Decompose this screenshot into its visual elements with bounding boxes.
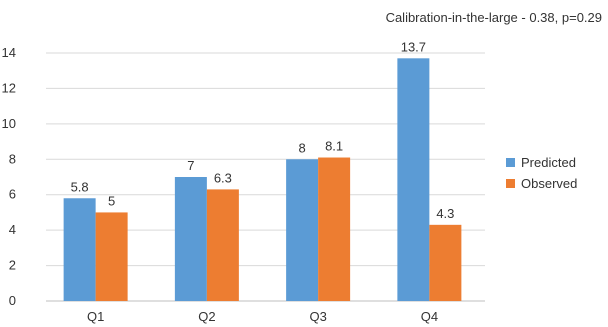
- data-labels: 5.8 5 7 6.3 8 8.1 13.7 4.3: [71, 39, 455, 221]
- y-tick-label: 8: [9, 151, 16, 166]
- bar-predicted-q1: [63, 198, 96, 301]
- legend-label-observed: Observed: [521, 176, 578, 191]
- bar-observed-q4: [429, 224, 462, 301]
- y-tick-label: 14: [2, 45, 16, 60]
- legend: Predicted Observed: [506, 152, 577, 194]
- bar-observed-q2: [206, 189, 239, 301]
- data-label: 5.8: [71, 179, 89, 194]
- y-tick-label: 2: [9, 258, 16, 273]
- data-label: 4.3: [436, 206, 454, 221]
- y-tick-label: 4: [9, 222, 16, 237]
- legend-swatch-predicted: [506, 158, 515, 167]
- y-tick-label: 0: [9, 293, 16, 308]
- bar-observed-q1: [95, 212, 128, 301]
- bar-observed-q3: [318, 157, 351, 301]
- legend-label-predicted: Predicted: [521, 155, 576, 170]
- data-label: 8.1: [325, 139, 343, 154]
- data-label: 7: [187, 158, 194, 173]
- data-label: 5: [108, 193, 115, 208]
- y-axis-ticks: 0 2 4 6 8 10 12 14: [2, 45, 16, 308]
- x-tick-label: Q4: [421, 309, 438, 324]
- y-tick-label: 6: [9, 187, 16, 202]
- y-tick-label: 10: [2, 116, 16, 131]
- chart-subtitle: Calibration-in-the-large - 0.38, p=0.29: [385, 10, 602, 25]
- x-tick-label: Q3: [309, 309, 326, 324]
- x-axis-ticks: Q1 Q2 Q3 Q4: [87, 309, 438, 324]
- legend-item-predicted: Predicted: [506, 152, 577, 173]
- legend-item-observed: Observed: [506, 173, 577, 194]
- bar-predicted-q3: [286, 159, 319, 301]
- x-tick-label: Q1: [87, 309, 104, 324]
- bars: [63, 58, 462, 301]
- bar-predicted-q4: [397, 58, 430, 301]
- bar-predicted-q2: [174, 177, 207, 301]
- y-tick-label: 12: [2, 80, 16, 95]
- data-label: 13.7: [401, 39, 426, 54]
- data-label: 8: [299, 140, 306, 155]
- legend-swatch-observed: [506, 179, 515, 188]
- data-label: 6.3: [214, 170, 232, 185]
- x-tick-label: Q2: [198, 309, 215, 324]
